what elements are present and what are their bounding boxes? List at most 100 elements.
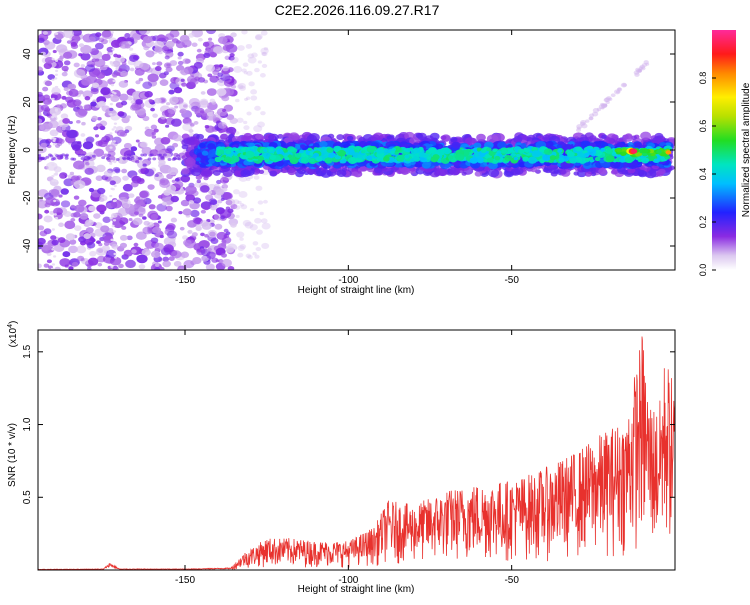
spectrogram-cell (73, 180, 86, 189)
spectrogram-cell (319, 140, 328, 148)
spectrogram-cell (158, 159, 166, 166)
spectrogram-cell (464, 137, 476, 146)
spectrogram-cell (165, 66, 173, 73)
spectrogram-cell (255, 33, 263, 40)
spectrogram-cell (80, 156, 85, 160)
spectrogram-cell (151, 135, 157, 139)
spectrogram-cell (124, 129, 130, 134)
spectrogram-cell (51, 97, 55, 101)
spectrogram-cell (300, 144, 306, 149)
spectrogram-cell (154, 242, 164, 251)
spectrogram-cell (68, 245, 78, 254)
spectrogram-cell (183, 259, 195, 269)
spectrogram-cell (63, 51, 73, 59)
spectrogram-cell (89, 250, 97, 257)
spectrogram-cell (54, 179, 58, 183)
spectrogram-cell (122, 183, 133, 192)
spectrogram-cell (63, 178, 74, 187)
spectrogram-cell (109, 113, 113, 116)
spectrogram-cell (118, 217, 129, 225)
spectrogram-cell (182, 208, 192, 216)
spectrogram-cell (167, 107, 177, 115)
spectrogram-cell (284, 166, 290, 171)
spectrogram-cell (154, 66, 162, 72)
spectrogram-cell (142, 81, 153, 90)
spectrogram-cell (65, 96, 74, 103)
spectrogram-cell (295, 153, 302, 158)
spectrogram-cell (287, 154, 292, 158)
spectrogram-cell (60, 188, 69, 195)
spectrogram-cell (443, 148, 452, 155)
spectrogram-cell (216, 107, 228, 117)
spectrogram-cell (225, 198, 236, 206)
spectrogram-cell (162, 260, 171, 268)
spectrogram-cell (54, 59, 59, 62)
spectrogram-cell (143, 45, 150, 51)
spectrogram-cell (78, 236, 87, 243)
spectrogram-cell (76, 119, 81, 124)
spectrogram-cell (61, 71, 68, 77)
spectrogram-cell (336, 134, 345, 141)
spectrogram-cell (518, 161, 526, 168)
colorbar-tick-label: 0.8 (698, 72, 708, 85)
spectrogram-cell (204, 206, 209, 211)
spectrogram-cell (622, 134, 633, 142)
spectrogram-cell (62, 117, 70, 124)
spectrogram-cell (89, 48, 99, 56)
spectrogram-cell (375, 147, 385, 154)
spectrogram-cell (170, 118, 182, 127)
spectrogram-cell (246, 177, 251, 182)
spectrogram-cell (219, 176, 230, 184)
spectrogram-cell (665, 150, 672, 155)
spectrogram-cell (188, 98, 200, 107)
spectrogram-cell (234, 205, 241, 210)
spectrogram-cell (542, 134, 551, 141)
spectrogram-cell (71, 261, 79, 267)
spectrogram-cell (212, 169, 221, 176)
spectrogram-cell (558, 157, 565, 163)
spectrogram-cell (255, 246, 262, 252)
spectrogram-cell (165, 205, 173, 212)
spectrogram-cell (553, 169, 560, 174)
spectrogram-cell (181, 167, 190, 175)
spectrogram-cell (125, 259, 136, 269)
spectrogram-cell (204, 124, 210, 129)
spectrogram-cell (212, 69, 220, 76)
spectrogram-cell (516, 154, 521, 158)
spectrogram-cell (262, 199, 268, 204)
spectrogram-cell (221, 239, 227, 244)
spectrogram-cell (217, 36, 228, 44)
spectrogram-cell (619, 157, 626, 163)
spectrogram-cell (208, 190, 213, 194)
spectrogram-cell (38, 213, 43, 220)
spectrogram-cell (163, 189, 171, 196)
spectrogram-cell (245, 150, 255, 159)
spectrogram-cell (135, 80, 141, 85)
spectrogram-cell (469, 157, 479, 164)
spectrogram-cell (101, 105, 110, 112)
spectrogram-cell (109, 194, 113, 198)
spectrogram-cell (229, 117, 238, 124)
spectrogram-cell (131, 249, 137, 254)
spectrogram-cell (51, 179, 55, 182)
spectrogram-cell (185, 185, 197, 195)
spectrogram-cell (201, 150, 209, 156)
spectrogram-cell (44, 209, 50, 214)
spectrogram-cell (159, 179, 171, 189)
spectrogram-cell (126, 157, 131, 161)
spectrogram-cell (165, 33, 175, 41)
spectrogram-cell (166, 223, 176, 231)
spectrogram-cell (205, 64, 216, 72)
spectrogram-cell (243, 125, 250, 131)
spectrogram-cell (145, 50, 155, 58)
spectrogram-cell (206, 88, 217, 96)
spectrogram-cell (543, 148, 553, 155)
spectrogram-cell (115, 157, 120, 161)
spectrogram-cell (136, 254, 148, 264)
spectrogram-cell (38, 156, 43, 160)
spectrogram-cell (73, 160, 85, 170)
spectrogram-cell (77, 153, 82, 157)
spectrogram-cell (217, 199, 223, 204)
spectrogram-cell (230, 32, 237, 38)
spectrogram-cell (243, 120, 248, 125)
